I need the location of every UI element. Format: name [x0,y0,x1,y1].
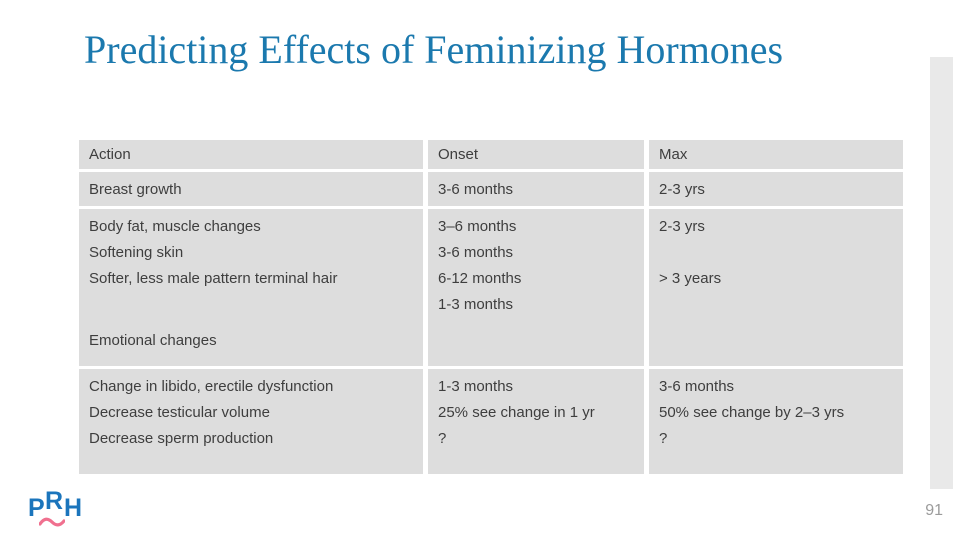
cell-line: Decrease testicular volume [89,404,270,421]
cell-line: 3-6 months [659,378,735,395]
effects-table: Action Onset Max Breast growth 3-6 month… [79,140,903,474]
cell-line: ? [659,430,668,447]
cell-max-breast-growth: 2-3 yrs [649,172,903,206]
logo-wave-icon [39,517,65,527]
cell-max-libido: 3-6 months 50% see change by 2–3 yrs ? [649,369,903,474]
cell-action-breast-growth: Breast growth [79,172,423,206]
cell-line: Softer, less male pattern terminal hair [89,270,338,287]
cell-line: 3–6 months [438,218,517,235]
cell-line: 25% see change in 1 yr [438,404,595,421]
cell-line: Decrease sperm production [89,430,274,447]
cell-line: 2-3 yrs [659,218,705,235]
cell-line: Change in libido, erectile dysfunction [89,378,334,395]
cell-max-body-changes: 2-3 yrs > 3 years [649,209,903,366]
cell-line: 3-6 months [438,244,514,261]
cell-line: ? [438,430,447,447]
logo-letter-r: R [45,487,64,515]
cell-line: 6-12 months [438,270,522,287]
cell-line: Body fat, muscle changes [89,218,261,235]
cell-action-body-changes: Body fat, muscle changes Softening skin … [79,209,423,366]
cell-onset-libido: 1-3 months 25% see change in 1 yr ? [428,369,644,474]
logo-letter-h: H [64,494,83,522]
cell-line: Softening skin [89,244,184,261]
cell-onset-breast-growth: 3-6 months [428,172,644,206]
prh-logo: P R H [28,488,98,534]
cell-line: Breast growth [89,181,182,198]
cell-line: Emotional changes [89,332,217,349]
logo-letter-p: P [28,494,45,522]
cell-line [659,240,893,266]
column-header-onset: Onset [428,140,644,169]
page-number: 91 [925,502,943,519]
cell-line: 3-6 months [438,181,514,198]
cell-line: > 3 years [659,270,722,287]
slide-title: Predicting Effects of Feminizing Hormone… [84,27,784,72]
column-header-action: Action [79,140,423,169]
cell-line: 1-3 months [438,296,514,313]
column-header-max: Max [649,140,903,169]
cell-action-libido: Change in libido, erectile dysfunction D… [79,369,423,474]
cell-line: 50% see change by 2–3 yrs [659,404,845,421]
cell-onset-body-changes: 3–6 months 3-6 months 6-12 months 1-3 mo… [428,209,644,366]
right-side-bar [930,57,953,489]
cell-line: 2-3 yrs [659,181,705,198]
cell-line: 1-3 months [438,378,514,395]
cell-spacer [89,292,413,328]
